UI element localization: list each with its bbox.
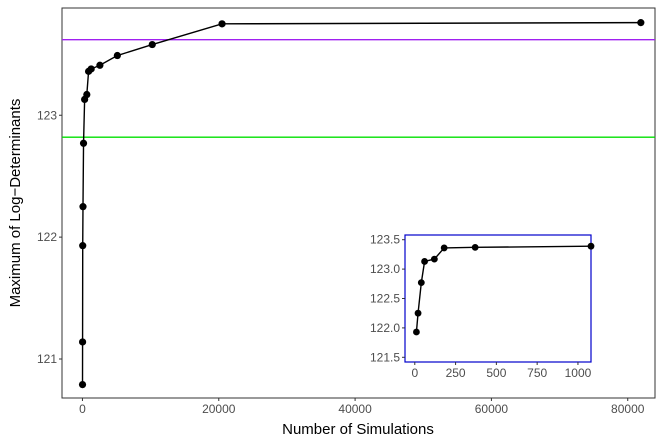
x-axis-title: Number of Simulations xyxy=(282,421,434,438)
y-tick-label: 121 xyxy=(37,352,57,366)
y-axis-title: Maximum of Log−Determinants xyxy=(7,99,24,308)
reference-lines xyxy=(62,39,655,138)
data-point xyxy=(471,243,479,251)
x-tick-label: 0 xyxy=(411,366,418,380)
data-point xyxy=(148,40,156,49)
x-tick-label: 60000 xyxy=(475,402,509,416)
x-tick-label: 500 xyxy=(486,366,506,380)
data-point xyxy=(414,309,422,317)
data-point xyxy=(113,51,121,60)
x-tick-label: 40000 xyxy=(338,402,372,416)
main-series xyxy=(78,19,645,389)
data-point xyxy=(87,65,95,73)
inset-plot: 0 250 500 750 1000 121.5 122.0 122.5 123.0 123.5 xyxy=(370,233,595,380)
x-tick-label: 0 xyxy=(79,402,86,416)
main-plot: 0 20000 40000 60000 80000 121 122 123 Number o… xyxy=(7,7,656,438)
data-point xyxy=(79,139,88,147)
data-point xyxy=(79,242,87,250)
x-tick-label: 1000 xyxy=(565,366,592,380)
data-point xyxy=(587,242,595,250)
data-point xyxy=(440,244,448,252)
data-point xyxy=(83,90,91,99)
y-axis-ticks: 121 122 123 xyxy=(37,108,62,366)
y-tick-label: 121.5 xyxy=(370,350,400,364)
data-point xyxy=(430,255,438,263)
inset-x-axis-ticks: 0 250 500 750 1000 xyxy=(411,362,592,380)
series-line xyxy=(81,21,641,385)
y-tick-label: 123.0 xyxy=(370,262,400,276)
data-point xyxy=(637,19,645,27)
x-tick-label: 750 xyxy=(527,366,547,380)
inset-plot-panel xyxy=(404,234,592,363)
data-point xyxy=(421,258,428,265)
inset-series xyxy=(413,242,595,336)
data-point xyxy=(78,380,87,389)
data-point xyxy=(413,328,420,336)
data-point xyxy=(78,338,87,346)
x-tick-label: 80000 xyxy=(611,402,645,416)
data-point xyxy=(417,279,425,287)
y-tick-label: 122.5 xyxy=(370,292,400,306)
x-axis-ticks: 0 20000 40000 60000 80000 xyxy=(79,398,645,416)
x-tick-label: 250 xyxy=(446,366,466,380)
y-tick-label: 123 xyxy=(37,108,57,122)
y-tick-label: 122 xyxy=(37,230,57,244)
inset-y-axis-ticks: 121.5 122.0 122.5 123.0 123.5 xyxy=(370,233,405,364)
x-tick-label: 20000 xyxy=(202,402,236,416)
data-point xyxy=(96,61,104,69)
data-point xyxy=(218,20,226,28)
y-tick-label: 122.0 xyxy=(370,321,400,335)
y-tick-label: 123.5 xyxy=(370,233,400,247)
series-line xyxy=(415,245,592,333)
data-point xyxy=(79,203,87,211)
